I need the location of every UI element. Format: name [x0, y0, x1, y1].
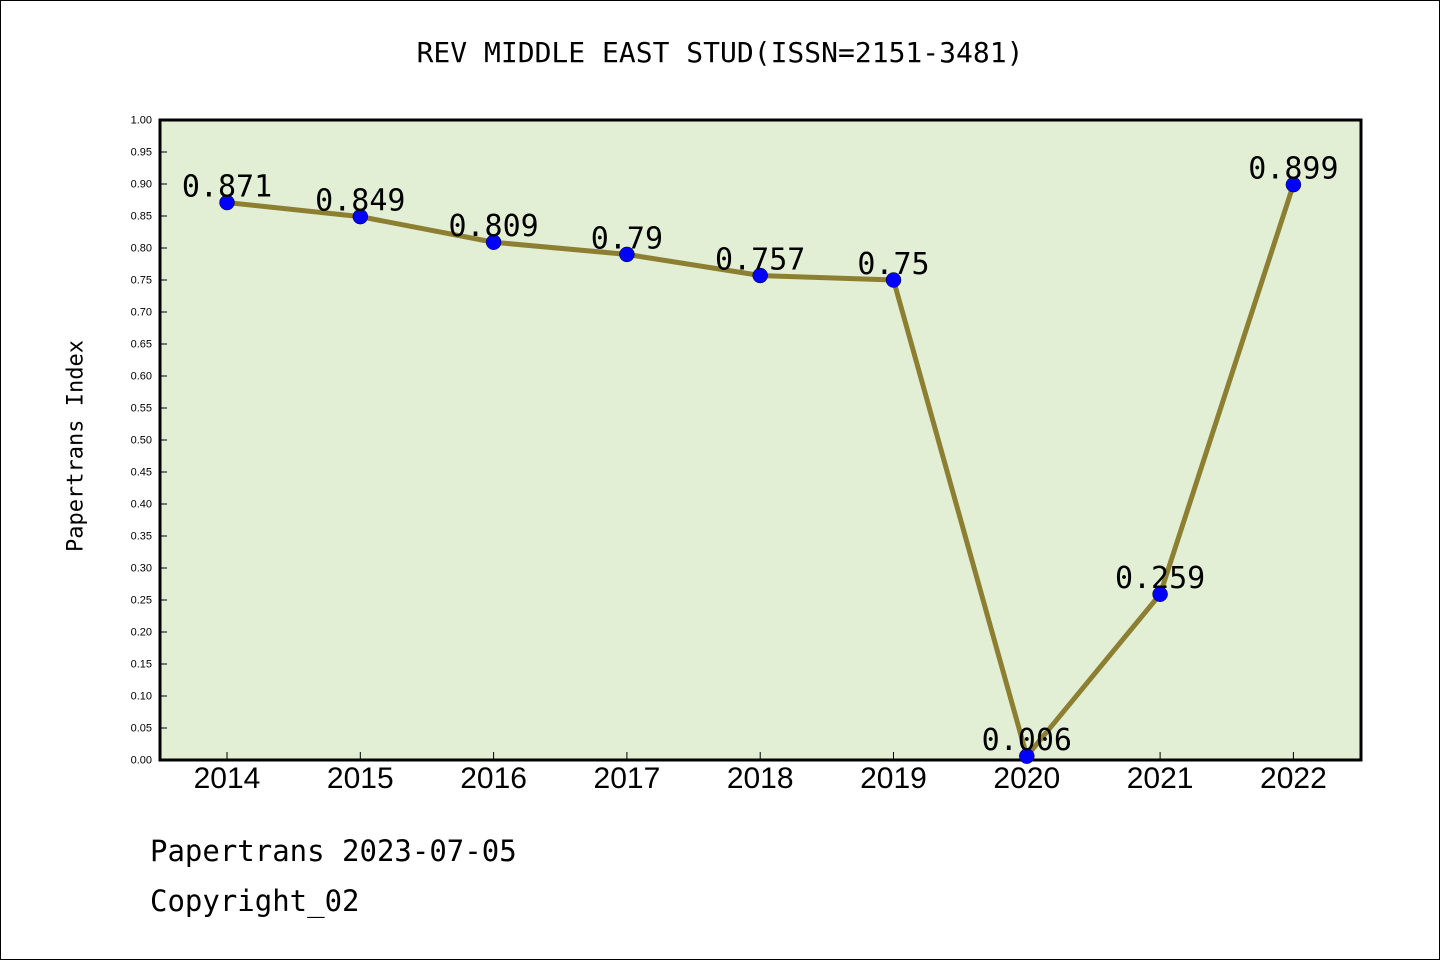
x-tick-label: 2014	[194, 762, 261, 795]
data-label: 0.757	[715, 243, 805, 278]
data-point	[219, 194, 235, 211]
y-tick-label: 0.05	[131, 723, 152, 735]
y-tick-label: 0.50	[131, 435, 152, 447]
data-point	[619, 246, 635, 263]
data-point	[352, 208, 369, 225]
y-tick-label: 0.30	[131, 563, 152, 575]
x-tick-label: 2020	[993, 762, 1060, 795]
footer-copyright-line: Copyright_02	[150, 884, 360, 918]
data-point	[885, 272, 902, 288]
x-tick-label: 2021	[1127, 762, 1194, 795]
y-tick-label: 1.00	[131, 115, 152, 127]
x-tick-label: 2016	[460, 762, 527, 795]
y-tick-label: 0.25	[131, 595, 152, 607]
data-label: 0.849	[315, 184, 405, 219]
data-point	[752, 267, 768, 284]
x-tick-label: 2022	[1260, 762, 1327, 795]
y-tick-label: 0.75	[131, 275, 152, 287]
x-tick-label: 2019	[860, 762, 927, 795]
y-tick-label: 0.35	[131, 531, 152, 543]
data-label: 0.006	[982, 723, 1072, 758]
data-point	[1152, 586, 1168, 602]
y-tick-label: 0.90	[131, 179, 152, 191]
x-tick-label: 2018	[727, 762, 794, 795]
y-tick-label: 0.40	[131, 499, 152, 511]
y-tick-label: 0.45	[131, 467, 152, 479]
data-label: 0.871	[182, 170, 272, 205]
data-label: 0.259	[1115, 561, 1205, 596]
y-tick-label: 0.85	[131, 211, 152, 223]
data-point	[1019, 748, 1035, 764]
plot-area	[160, 120, 1361, 760]
x-tick-label: 2015	[327, 762, 394, 795]
data-label: 0.809	[448, 209, 538, 244]
data-point	[1285, 176, 1302, 193]
y-tick-label: 0.70	[131, 307, 152, 319]
data-label: 0.899	[1248, 152, 1338, 187]
y-tick-label: 0.65	[131, 339, 152, 351]
y-tick-label: 0.60	[131, 371, 152, 383]
y-tick-label: 0.15	[131, 659, 152, 671]
plot-border	[158, 118, 1363, 762]
y-tick-label: 0.20	[131, 627, 152, 639]
y-tick-label: 0.10	[131, 691, 152, 703]
chart-title: REV MIDDLE EAST STUD(ISSN=2151-3481)	[416, 36, 1024, 69]
y-tick-label: 0.55	[131, 403, 152, 415]
data-point	[485, 234, 502, 250]
y-tick-label: 0.95	[131, 147, 152, 159]
y-tick-label: 0.80	[131, 243, 152, 255]
data-label: 0.75	[857, 247, 929, 282]
x-tick-label: 2017	[594, 762, 661, 795]
y-tick-label: 0.00	[131, 755, 152, 767]
footer-date-line: Papertrans 2023-07-05	[150, 834, 517, 868]
data-label: 0.79	[591, 221, 663, 256]
